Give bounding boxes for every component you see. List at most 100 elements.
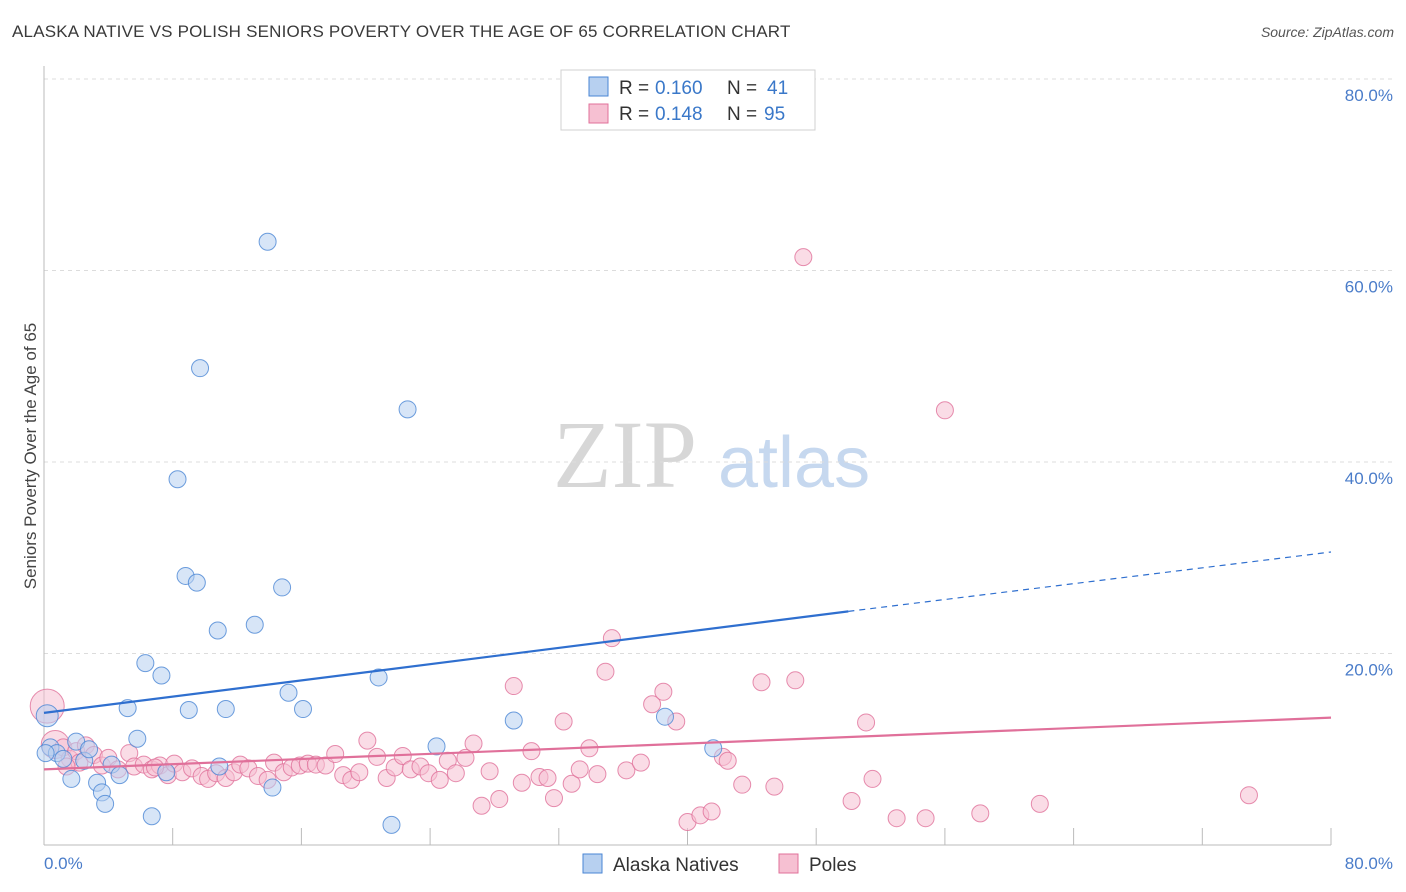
- bottom-legend-swatch-poles: [778, 853, 799, 874]
- poles-point-89: [935, 401, 954, 420]
- alaska-point-14: [128, 729, 147, 748]
- alaska-point-32: [294, 700, 313, 719]
- poles-point-70: [631, 753, 650, 772]
- poles-point-87: [887, 809, 906, 828]
- legend-n-label-2: N =: [727, 104, 757, 125]
- watermark-zip: ZIP: [553, 401, 697, 508]
- poles-point-55: [490, 790, 509, 809]
- poles-point-61: [544, 789, 563, 808]
- alaska-point-7: [80, 740, 99, 759]
- alaska-point-25: [210, 757, 229, 776]
- poles-point-84: [842, 791, 861, 810]
- y-tick-label-3: 80.0%: [1345, 86, 1393, 105]
- poles-point-56: [504, 677, 523, 696]
- legend-n-value-2: 95: [764, 104, 785, 125]
- legend-swatch-alaska: [588, 76, 609, 97]
- series-alaska-natives: [35, 232, 723, 834]
- y-tick-label-0: 20.0%: [1345, 661, 1393, 680]
- legend-r-value-2: 0.148: [655, 104, 703, 125]
- chart-title: ALASKA NATIVE VS POLISH SENIORS POVERTY …: [12, 22, 791, 41]
- x-tick-label-min: 0.0%: [44, 854, 83, 873]
- alaska-point-40: [36, 744, 55, 763]
- alaska-point-18: [157, 763, 176, 782]
- poles-point-80: [752, 673, 771, 692]
- y-axis-label: Seniors Poverty Over the Age of 65: [21, 323, 40, 589]
- poles-point-79: [733, 775, 752, 794]
- alaska-point-27: [245, 615, 264, 634]
- poles-point-71: [643, 695, 662, 714]
- poles-point-81: [765, 777, 784, 796]
- poles-point-48: [430, 770, 449, 789]
- alaska-point-23: [191, 359, 210, 378]
- poles-point-82: [786, 671, 805, 690]
- poles-point-90: [971, 804, 990, 823]
- poles-point-60: [538, 768, 557, 787]
- poles-point-72: [654, 682, 673, 701]
- alaska-point-26: [216, 700, 235, 719]
- poles-point-58: [522, 742, 541, 761]
- poles-point-57: [512, 773, 531, 792]
- alaska-point-31: [279, 683, 298, 702]
- alaska-point-39: [704, 739, 723, 758]
- poles-point-69: [617, 761, 636, 780]
- alaska-point-28: [258, 232, 277, 251]
- poles-point-36: [326, 745, 345, 764]
- legend-swatch-poles: [588, 103, 609, 124]
- poles-point-64: [570, 760, 589, 779]
- alaska-point-33: [369, 668, 388, 687]
- poles-point-54: [480, 762, 499, 781]
- series-poles: [29, 248, 1258, 832]
- alaska-trend-extension: [848, 551, 1332, 612]
- poles-trend-line: [43, 716, 1332, 771]
- alaska-point-30: [273, 578, 292, 597]
- legend-r-label-1: R =: [619, 78, 649, 99]
- alaska-point-16: [142, 807, 161, 826]
- legend-n-value-1: 41: [767, 78, 788, 99]
- alaska-point-37: [504, 711, 523, 730]
- alaska-point-12: [110, 766, 129, 785]
- poles-point-88: [916, 809, 935, 828]
- legend-n-label-1: N =: [727, 78, 757, 99]
- alaska-point-36: [427, 737, 446, 756]
- poles-point-52: [464, 734, 483, 753]
- poles-point-68: [602, 629, 621, 648]
- alaska-point-0: [35, 704, 59, 728]
- poles-point-67: [596, 662, 615, 681]
- legend-r-label-2: R =: [619, 104, 649, 125]
- y-tick-label-2: 60.0%: [1345, 278, 1393, 297]
- alaska-point-17: [152, 666, 171, 685]
- bottom-legend: Alaska Natives Poles: [582, 853, 857, 876]
- source-label: Source: ZipAtlas.com: [1260, 24, 1394, 40]
- poles-point-92: [1239, 786, 1258, 805]
- poles-point-62: [554, 712, 573, 731]
- alaska-point-21: [179, 700, 198, 719]
- poles-point-76: [702, 802, 721, 821]
- legend-box: R = 0.160 N = 41 R = 0.148 N = 95: [560, 69, 816, 131]
- alaska-point-24: [208, 621, 227, 640]
- alaska-point-3: [54, 749, 73, 768]
- bottom-legend-swatch-alaska: [582, 853, 603, 874]
- poles-point-83: [794, 248, 813, 267]
- poles-point-63: [562, 774, 581, 793]
- y-tick-labels: 20.0% 40.0% 60.0% 80.0%: [1345, 86, 1393, 680]
- alaska-point-22: [187, 573, 206, 592]
- poles-point-91: [1030, 794, 1049, 813]
- alaska-point-4: [62, 769, 81, 788]
- alaska-point-15: [136, 654, 155, 673]
- watermark-atlas: atlas: [718, 423, 870, 503]
- alaska-trend-line: [43, 610, 849, 714]
- trend-lines: [43, 551, 1332, 771]
- bottom-legend-label-poles: Poles: [809, 855, 857, 876]
- alaska-point-38: [655, 707, 674, 726]
- poles-point-86: [863, 769, 882, 788]
- y-tick-label-1: 40.0%: [1345, 469, 1393, 488]
- alaska-point-29: [263, 778, 282, 797]
- bottom-legend-label-alaska: Alaska Natives: [613, 855, 739, 876]
- legend-r-value-1: 0.160: [655, 78, 703, 99]
- poles-point-50: [446, 764, 465, 783]
- gridlines: [44, 78, 1393, 654]
- alaska-point-34: [382, 815, 401, 834]
- poles-point-39: [350, 763, 369, 782]
- poles-point-53: [472, 796, 491, 815]
